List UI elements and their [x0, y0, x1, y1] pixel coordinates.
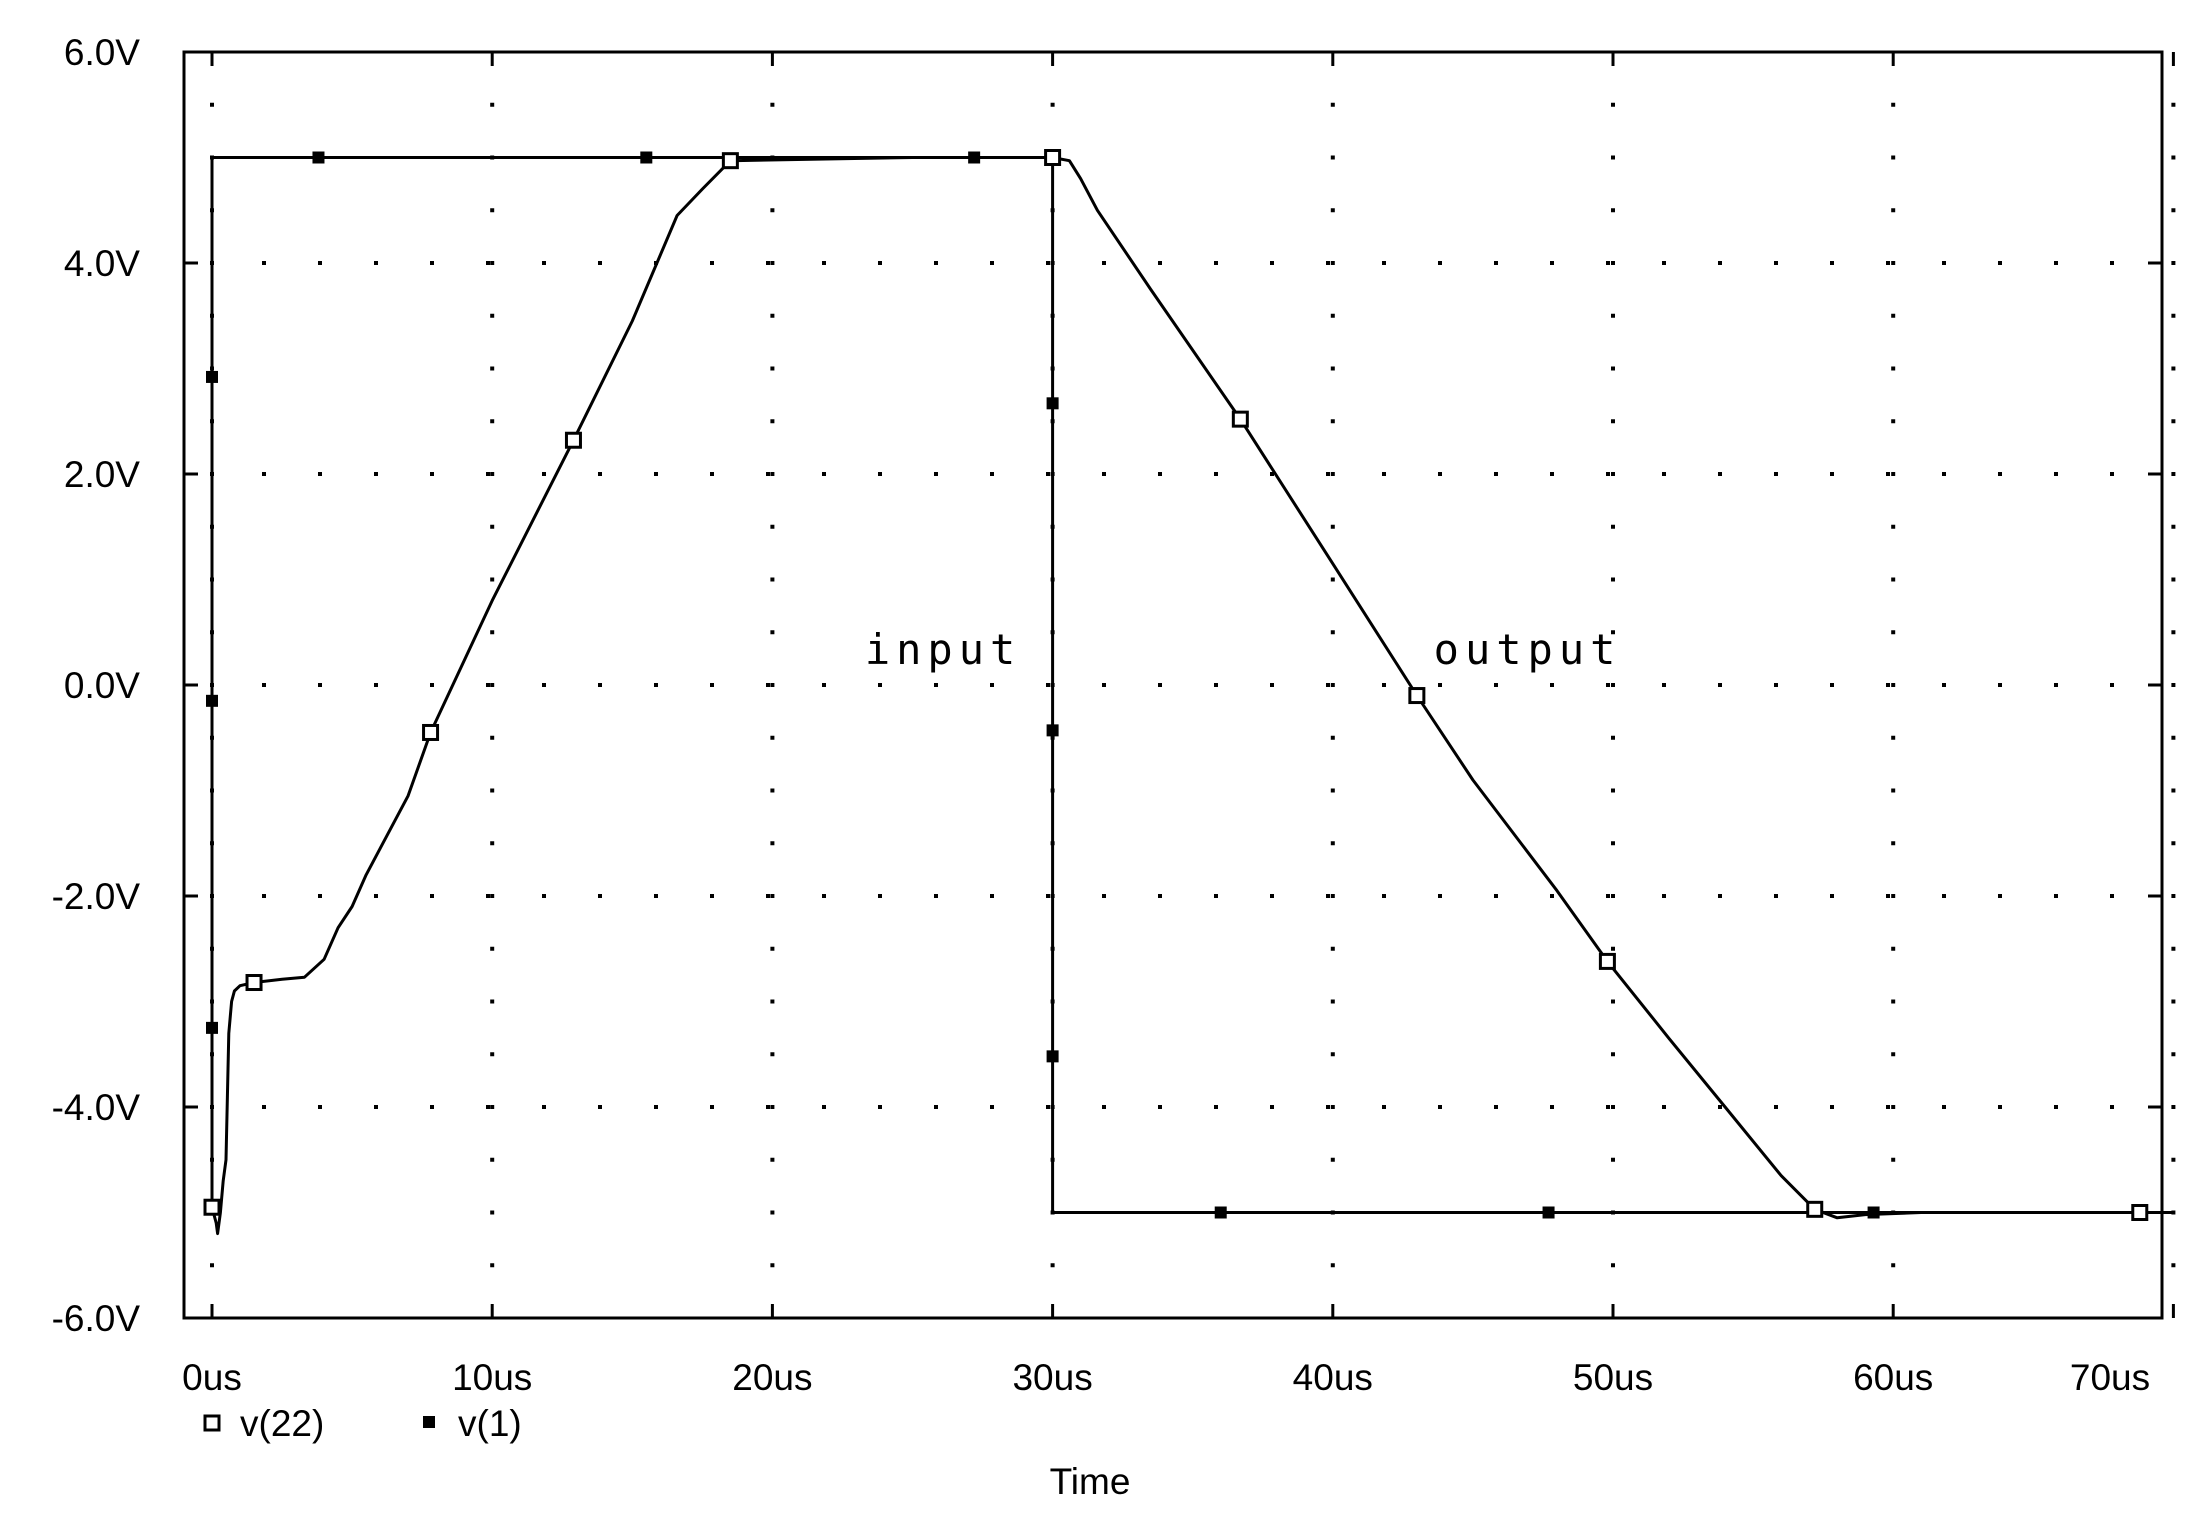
series-lines	[210, 156, 2174, 1236]
marker-v1	[968, 151, 981, 164]
y-tick-label: -4.0V	[52, 1087, 141, 1128]
legend-marker-v22	[203, 1414, 221, 1432]
y-tick-label: 6.0V	[64, 32, 140, 73]
axis-ticks	[184, 50, 2175, 1320]
marker-v1	[1214, 1206, 1227, 1219]
marker-v1	[1867, 1206, 1880, 1219]
y-tick-label: 4.0V	[64, 243, 140, 284]
marker-v1	[1046, 724, 1059, 737]
marker-v22	[1806, 1200, 1824, 1218]
marker-v1	[312, 151, 325, 164]
marker-v22	[1044, 149, 1062, 166]
annotation-output: output	[1434, 625, 1622, 674]
x-tick-label: 50us	[1573, 1357, 1653, 1398]
x-tick-label: 30us	[1012, 1357, 1092, 1398]
marker-v1	[206, 370, 218, 383]
marker-v22	[1231, 410, 1249, 428]
marker-v1	[206, 1021, 218, 1034]
series-markers	[203, 149, 2149, 1221]
marker-v22	[245, 974, 263, 992]
marker-v1	[640, 151, 653, 164]
y-tick-label: 2.0V	[64, 454, 140, 495]
x-tick-label: 20us	[732, 1357, 812, 1398]
marker-v22	[422, 723, 440, 741]
marker-v22	[721, 152, 739, 170]
marker-v22	[1408, 687, 1426, 705]
x-axis-title: Time	[1050, 1461, 1131, 1502]
marker-v1	[206, 694, 218, 707]
legend-label-v22: v(22)	[240, 1403, 324, 1444]
marker-v22	[564, 431, 582, 449]
marker-v1	[1542, 1206, 1555, 1219]
annotation-input: input	[865, 625, 1021, 674]
legend-label-v1: v(1)	[458, 1403, 522, 1444]
legend-marker-v1	[423, 1416, 435, 1428]
grid-dot-pattern	[210, 102, 2176, 1268]
x-tick-label: 70us	[2070, 1357, 2150, 1398]
marker-v22	[203, 1198, 221, 1216]
marker-v22	[1598, 952, 1616, 970]
tick-labels: -6.0V -4.0V -2.0V 0.0V 2.0V 4.0V 6.0V 0us 10us 20…	[52, 32, 2151, 1398]
marker-v1	[1046, 1050, 1059, 1063]
y-tick-label: 0.0V	[64, 665, 140, 706]
x-tick-label: 40us	[1293, 1357, 1373, 1398]
grid-dots	[210, 102, 2176, 1268]
y-tick-label: -2.0V	[52, 876, 141, 917]
marker-v22	[2131, 1204, 2149, 1221]
y-tick-label: -6.0V	[52, 1298, 141, 1339]
x-tick-label: 60us	[1853, 1357, 1933, 1398]
x-tick-label: 0us	[182, 1357, 242, 1398]
x-tick-label: 10us	[452, 1357, 532, 1398]
marker-v1	[1046, 397, 1059, 410]
legend: v(22) v(1)	[203, 1403, 522, 1444]
series-line-v1	[210, 156, 2174, 1214]
plot-frame	[182, 50, 2164, 1320]
series-line-v22	[210, 156, 2174, 1236]
